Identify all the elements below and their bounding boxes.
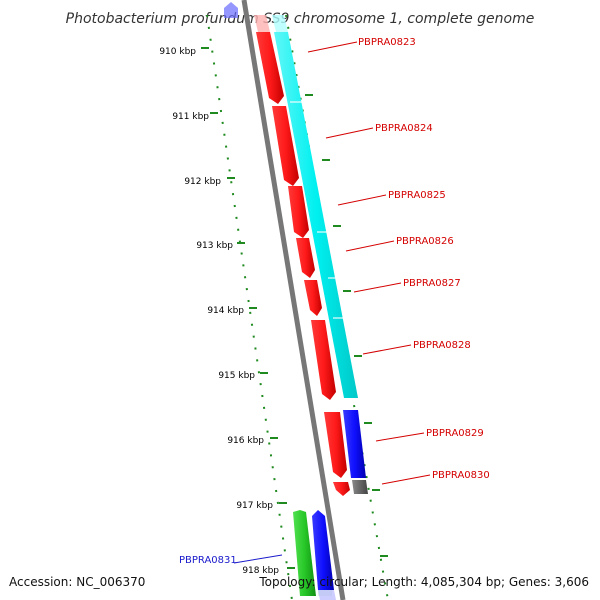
gene-arrow-red[interactable] (296, 238, 315, 278)
right-dash-marks (305, 94, 388, 557)
tick-label: 917 kbp (236, 501, 273, 511)
gene-labels: PBPRA0823 PBPRA0824 PBPRA0825 PBPRA0826 … (179, 37, 490, 566)
faded-gene-segment (318, 590, 336, 600)
gene-bar-grey[interactable] (352, 480, 368, 494)
gene-label[interactable]: PBPRA0826 (396, 236, 454, 247)
tick-label: 911 kbp (172, 112, 209, 122)
gene-arrow-red[interactable] (311, 320, 336, 400)
gene-arrow-blue[interactable] (312, 510, 334, 590)
gene-arrow-red[interactable] (272, 106, 299, 186)
gene-arrow-red[interactable] (304, 280, 322, 316)
cyan-segment-dividers (290, 101, 347, 319)
gene-label[interactable]: PBPRA0825 (388, 190, 446, 201)
gene-label[interactable]: PBPRA0823 (358, 37, 416, 48)
gene-label[interactable]: PBPRA0824 (375, 123, 433, 134)
cyan-feature-bar (274, 32, 358, 398)
red-genes (256, 32, 350, 496)
gene-leader-line (233, 554, 283, 564)
tick-label: 913 kbp (196, 241, 233, 251)
gene-label[interactable]: PBPRA0829 (426, 428, 484, 439)
marker-icon (224, 2, 238, 18)
tick-labels: 910 kbp 911 kbp 912 kbp 913 kbp 914 kbp … (159, 47, 279, 576)
map-title: Photobacterium profundum SS9 chromosome … (66, 11, 535, 27)
gene-bar-blue[interactable] (343, 410, 366, 478)
gene-arrow-green[interactable] (293, 510, 316, 596)
tick-marks (201, 47, 295, 569)
gene-arrow-red[interactable] (288, 186, 309, 238)
gene-label[interactable]: PBPRA0827 (403, 278, 461, 289)
faded-gene-segment (254, 15, 270, 32)
gene-label[interactable]: PBPRA0830 (432, 470, 490, 481)
gene-label[interactable]: PBPRA0831 (179, 555, 237, 566)
faded-gene-segment (272, 15, 288, 32)
tick-label: 918 kbp (242, 566, 279, 576)
gene-leader-lines (307, 41, 431, 485)
dotted-track-left (206, 14, 293, 600)
gene-arrow-red[interactable] (333, 482, 350, 496)
gene-arrow-red[interactable] (256, 32, 284, 104)
tick-label: 914 kbp (207, 306, 244, 316)
backbone-line (241, 0, 346, 600)
tick-label: 916 kbp (227, 436, 264, 446)
gene-label[interactable]: PBPRA0828 (413, 340, 471, 351)
accession-text: Accession: NC_006370 (9, 575, 145, 589)
gene-arrow-red[interactable] (324, 412, 347, 478)
tick-label: 910 kbp (159, 47, 196, 57)
genome-summary-text: Topology: circular; Length: 4,085,304 bp… (258, 575, 589, 589)
tick-label: 915 kbp (218, 371, 255, 381)
tick-label: 912 kbp (184, 177, 221, 187)
